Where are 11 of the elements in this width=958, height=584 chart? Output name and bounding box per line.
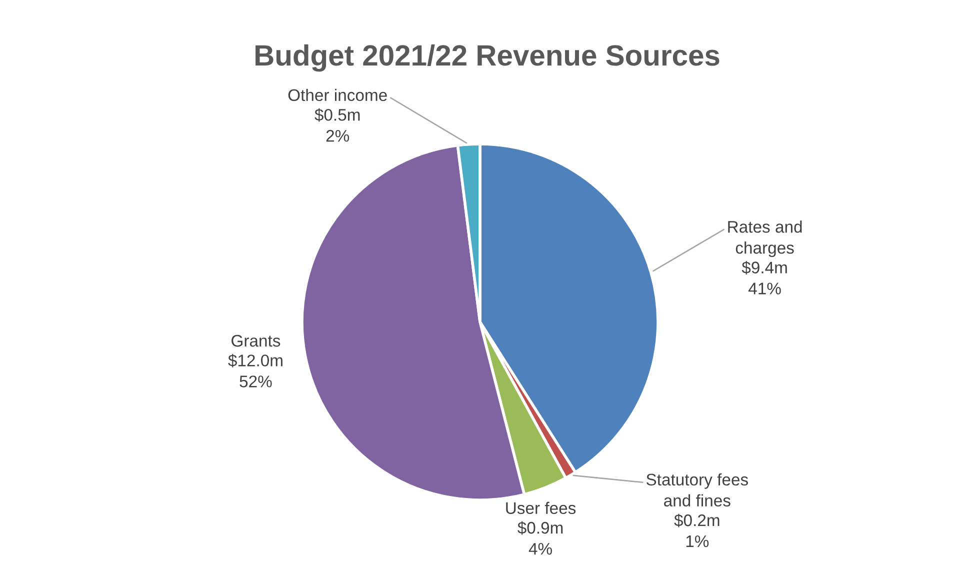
slice-label: Grants <box>232 334 280 347</box>
slice-label: User fees <box>506 502 576 514</box>
data-label: $9.4m 41% <box>742 260 787 294</box>
data-label: $0.5m 2% <box>314 108 360 142</box>
chart-title: Budget 2021/22 Revenue Sources <box>256 44 720 72</box>
data-label: $12.0m 52% <box>228 354 282 388</box>
slice-label: Other income <box>288 88 387 102</box>
slice-label: Statutory fees and fines <box>646 473 748 507</box>
slice-label: Rates and charges <box>728 220 802 258</box>
data-label: $0.9m 4% <box>518 521 563 555</box>
data-label: $0.2m 1% <box>674 514 720 548</box>
